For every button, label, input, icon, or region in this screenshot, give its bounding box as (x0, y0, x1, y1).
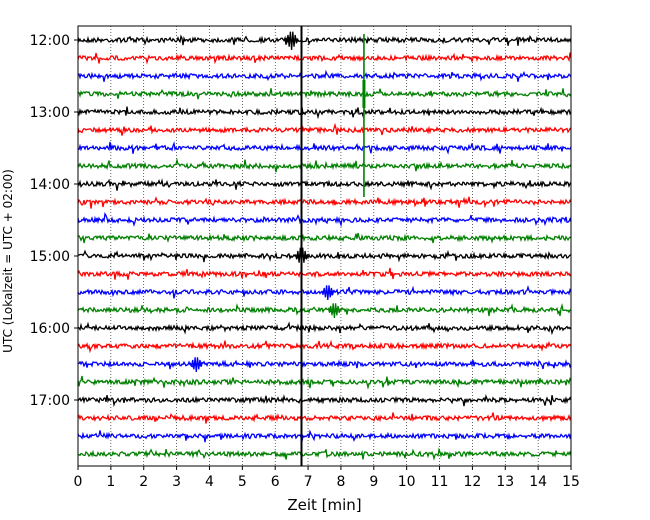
x-tick-label: 10 (398, 474, 416, 490)
trace-line (77, 339, 572, 354)
trace-line (77, 88, 572, 100)
x-axis-ticks: 0 1 2 3 4 5 6 7 8 9 10 11 12 13 14 15 (74, 466, 580, 490)
trace-line (77, 69, 572, 82)
trace-line (77, 52, 572, 65)
y-tick-label: 17:00 (30, 393, 70, 409)
trace-line (77, 141, 572, 155)
x-tick-label: 15 (562, 474, 580, 490)
trace-line (77, 359, 572, 370)
x-tick-label: 12 (463, 474, 481, 490)
x-tick-label: 7 (304, 474, 313, 490)
y-tick-label: 13:00 (30, 105, 70, 121)
trace-line (77, 178, 572, 191)
trace-line (77, 122, 572, 136)
plot-area-frame (77, 25, 572, 467)
x-tick-label: 8 (336, 474, 345, 490)
y-axis-ticks: 12:00 13:00 14:00 15:00 16:00 17:00 (30, 33, 78, 409)
event-spike (321, 285, 335, 301)
x-tick-label: 4 (205, 474, 214, 490)
x-tick-label: 11 (431, 474, 449, 490)
event-spike (284, 31, 299, 51)
y-tick-label: 15:00 (30, 249, 70, 265)
x-tick-label: 6 (271, 474, 280, 490)
x-tick-label: 5 (238, 474, 247, 490)
y-tick-label: 16:00 (30, 321, 70, 337)
trace-line (77, 321, 572, 336)
trace-line (77, 267, 572, 280)
trace-line (77, 157, 572, 173)
grid-lines (110, 26, 539, 466)
x-tick-label: 1 (106, 474, 115, 490)
event-spike (327, 303, 342, 319)
trace-series (77, 34, 572, 461)
x-tick-label: 2 (139, 474, 148, 490)
trace-line (77, 429, 572, 443)
event-spike (189, 357, 203, 373)
x-tick-label: 13 (496, 474, 514, 490)
trace-line (77, 302, 572, 317)
y-tick-label: 12:00 (30, 33, 70, 49)
trace-line (77, 394, 572, 408)
trace-line (77, 249, 572, 263)
x-tick-label: 3 (172, 474, 181, 490)
x-tick-label: 9 (369, 474, 378, 490)
event-markers (189, 26, 366, 466)
trace-line (77, 412, 572, 424)
trace-line (77, 375, 572, 390)
trace-line (77, 106, 572, 120)
x-tick-label: 14 (529, 474, 547, 490)
trace-line (77, 447, 572, 461)
y-tick-label: 14:00 (30, 177, 70, 193)
trace-line (77, 212, 572, 228)
x-axis-label: Zeit [min] (287, 496, 361, 514)
y-axis-label: UTC (Lokalzeit = UTC + 02:00) (1, 169, 15, 353)
trace-line (77, 232, 572, 244)
x-tick-label: 0 (74, 474, 83, 490)
trace-line (77, 34, 572, 46)
trace-line (77, 196, 572, 209)
